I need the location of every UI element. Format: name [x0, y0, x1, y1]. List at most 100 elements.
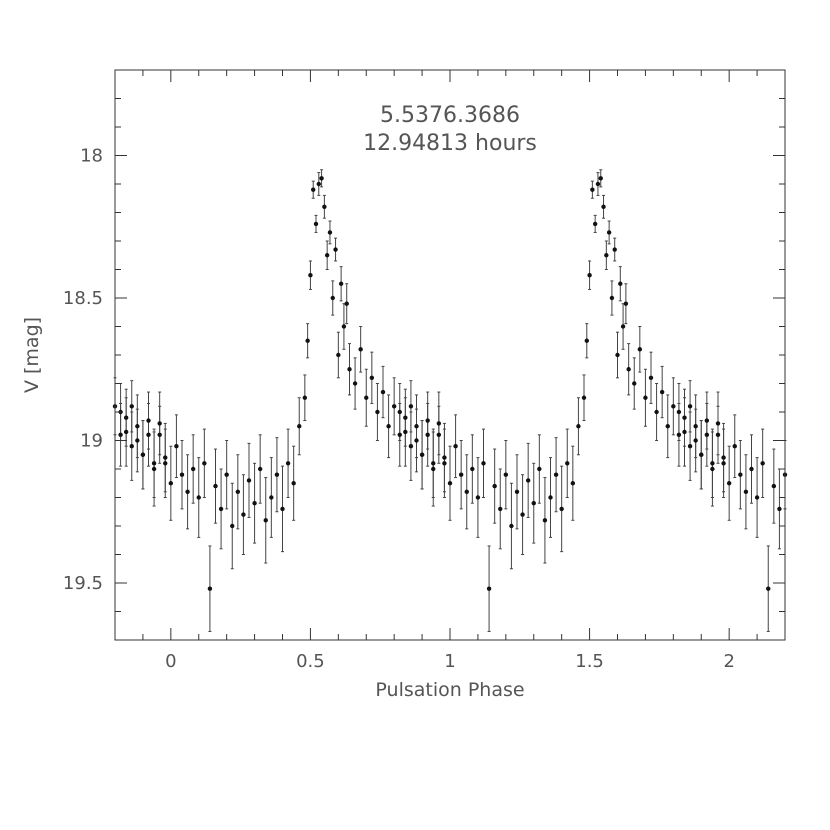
data-point	[595, 181, 601, 187]
data-point	[618, 281, 623, 286]
y-tick-label: 19	[80, 431, 103, 452]
data-point	[414, 424, 419, 429]
data-point	[291, 481, 296, 486]
data-point	[682, 429, 687, 435]
data-point	[525, 478, 531, 483]
data-point	[704, 418, 710, 423]
data-point	[431, 466, 436, 472]
data-point	[704, 432, 710, 437]
data-point	[715, 421, 721, 426]
data-point	[123, 415, 129, 420]
data-point	[157, 421, 162, 426]
data-point	[481, 461, 486, 466]
data-point	[369, 375, 375, 380]
data-point	[648, 375, 654, 380]
data-point	[230, 523, 235, 529]
data-point	[436, 432, 442, 437]
data-point	[319, 176, 324, 181]
data-point	[531, 501, 536, 506]
data-point	[344, 301, 349, 306]
data-point	[609, 295, 615, 301]
data-point	[327, 230, 333, 235]
data-point	[598, 176, 603, 181]
data-point	[380, 389, 386, 395]
x-axis-label: Pulsation Phase	[375, 679, 524, 701]
data-point	[302, 395, 308, 400]
data-point	[771, 483, 777, 489]
data-point	[604, 253, 609, 258]
data-point	[671, 404, 676, 409]
data-point	[676, 432, 682, 437]
data-point	[269, 495, 274, 500]
plot-frame	[114, 69, 786, 641]
data-point	[699, 452, 704, 457]
data-point	[659, 389, 665, 395]
data-point	[397, 409, 402, 415]
data-point	[576, 424, 581, 429]
data-point	[157, 432, 162, 437]
data-point	[637, 347, 643, 352]
y-axis-label: V [mag]	[21, 317, 43, 393]
data-point	[322, 204, 327, 209]
error-bars-layer	[113, 169, 787, 632]
data-point	[316, 181, 321, 187]
data-point	[414, 438, 419, 443]
data-point	[431, 461, 436, 466]
data-point	[620, 324, 626, 329]
data-point	[297, 424, 302, 429]
data-point	[336, 352, 341, 358]
data-point	[743, 489, 749, 494]
x-tick-label: 0	[165, 651, 176, 672]
data-point	[347, 367, 352, 372]
data-point	[352, 381, 358, 386]
data-point	[581, 395, 587, 400]
data-point	[612, 247, 617, 252]
data-points-layer	[112, 176, 788, 591]
data-point	[190, 466, 196, 472]
data-point	[338, 281, 344, 286]
data-point	[464, 489, 469, 494]
data-point	[687, 444, 693, 449]
data-point	[313, 221, 319, 227]
data-point	[749, 466, 754, 472]
data-point	[425, 418, 430, 423]
chart-title: 5.5376.3686	[380, 103, 520, 128]
data-point	[168, 481, 174, 486]
data-point	[341, 324, 347, 329]
data-point	[146, 432, 151, 437]
data-point	[364, 395, 369, 400]
x-tick-label: 1.5	[575, 651, 604, 672]
data-point	[330, 295, 335, 301]
data-point	[280, 506, 285, 512]
data-point	[129, 404, 134, 409]
data-point	[218, 506, 224, 512]
data-point	[129, 444, 134, 449]
data-point	[570, 481, 576, 486]
data-point	[553, 472, 559, 477]
data-point	[732, 444, 737, 449]
data-point	[592, 221, 598, 227]
data-point	[263, 518, 268, 523]
tick-labels-layer: 0 0.5 1 1.5 2 18 18.5 19 19.5	[63, 146, 735, 673]
data-point	[676, 409, 682, 415]
data-point	[436, 421, 442, 426]
data-point	[403, 415, 408, 420]
data-point	[213, 483, 218, 489]
data-point	[503, 472, 509, 477]
data-point	[606, 230, 612, 235]
data-point	[185, 489, 190, 494]
data-point	[587, 273, 592, 278]
data-point	[224, 472, 229, 477]
x-tick-label: 2	[723, 651, 734, 672]
data-point	[475, 495, 481, 500]
data-point	[584, 338, 589, 343]
data-point	[710, 461, 715, 466]
data-point	[235, 489, 241, 494]
data-point	[179, 472, 185, 477]
data-point	[425, 432, 430, 437]
chart-subtitle: 12.94813 hours	[363, 131, 537, 156]
data-point	[486, 586, 492, 591]
x-tick-label: 1	[444, 651, 455, 672]
